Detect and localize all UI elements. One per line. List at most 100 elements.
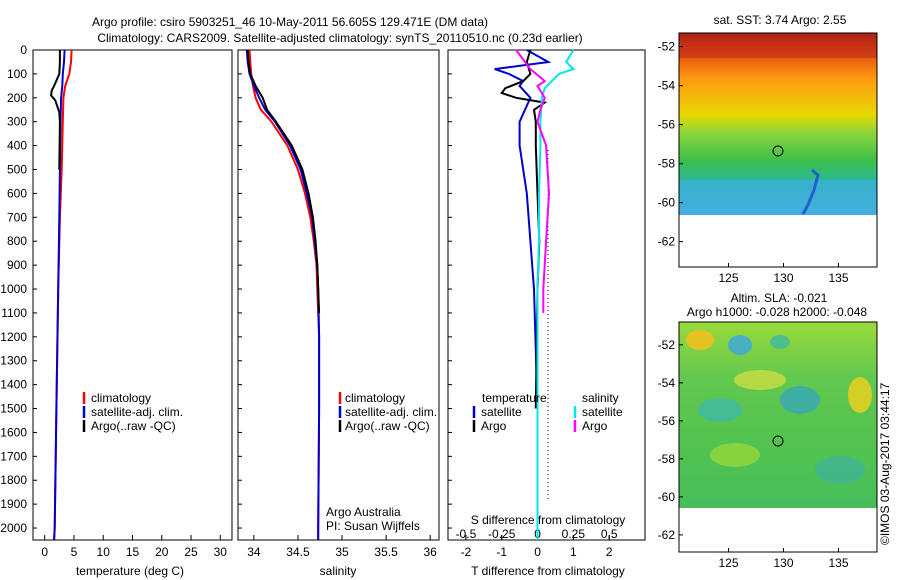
map-lat-label: -60 — [658, 490, 676, 504]
difference-s-x-tick-label: -0.5 — [456, 527, 477, 541]
difference-legend: temperature satellite Argo salinity sate… — [472, 391, 623, 433]
salinity-legend: climatology satellite-adj. clim. Argo(..… — [326, 391, 437, 533]
depth-tick-label: 100 — [7, 67, 27, 81]
difference-t-x-tick-label: 0 — [534, 545, 541, 559]
depth-tick-label: 1500 — [0, 402, 27, 416]
depth-tick-label: 500 — [7, 163, 27, 177]
map-lat-label: -54 — [658, 376, 676, 390]
map-lat-label: -56 — [658, 118, 676, 132]
map-lon-label: 135 — [828, 271, 848, 285]
difference-line-salinity-satellite — [536, 49, 576, 540]
map-lat-label: -58 — [658, 157, 676, 171]
legend-label-climatology: climatology — [345, 391, 405, 405]
depth-tick-label: 700 — [7, 210, 27, 224]
map-lat-label: -62 — [658, 528, 676, 542]
map-lat-label: -52 — [658, 338, 676, 352]
legend-label-s-argo: Argo — [582, 419, 608, 433]
temperature-x-tick-label: 10 — [97, 545, 111, 559]
figure-title-line1: Argo profile: csiro 5903251_46 10-May-20… — [92, 15, 488, 29]
sst-map-frame — [678, 32, 878, 268]
depth-tick-label: 1100 — [1, 306, 27, 320]
credit-pi: PI: Susan Wijffels — [326, 519, 420, 533]
difference-s-x-tick-label: 0.5 — [601, 527, 618, 541]
sst-map-argo-marker — [772, 145, 784, 157]
depth-tick-label: 200 — [7, 91, 27, 105]
legend-label-argo: Argo(..raw -QC) — [91, 419, 176, 433]
salinity-x-tick-label: 36 — [424, 545, 438, 559]
sla-map — [678, 321, 878, 553]
map-lon-label: 130 — [773, 556, 793, 570]
sst-map-warm-band — [679, 33, 877, 58]
salinity-x-tick-label: 35 — [335, 545, 349, 559]
difference-s-x-tick-label: -0.25 — [488, 527, 516, 541]
legend-label-s-satellite: satellite — [582, 405, 623, 419]
sla-map-ticks: -52 -54 -56 -58 -60 -62 125 130 135 — [658, 338, 849, 570]
depth-tick-label: 400 — [7, 139, 27, 153]
difference-xlabel-salinity: S difference from climatology — [471, 513, 626, 527]
depth-tick-label: 1800 — [0, 473, 27, 487]
salinity-line-satellite-adj-clim- — [245, 49, 321, 540]
sst-map — [678, 32, 878, 268]
map-lat-label: -54 — [658, 79, 676, 93]
difference-panel-frame — [447, 49, 646, 541]
sst-map-cold-band — [679, 180, 877, 215]
depth-axis-labels: 0 100 200 300 400 500 600 700 800 900 1000 1100 1200… — [0, 43, 452, 535]
salinity-line-climatology — [248, 49, 321, 540]
difference-t-x-tick-label: -1 — [496, 545, 507, 559]
depth-tick-label: 1700 — [0, 449, 27, 463]
map-lat-label: -60 — [658, 196, 676, 210]
depth-tick-label: 300 — [7, 115, 27, 129]
difference-line-salinity-argo — [515, 49, 551, 313]
figure-title-line2: Climatology: CARS2009. Satellite-adjuste… — [97, 31, 582, 45]
temperature-legend: climatology satellite-adj. clim. Argo(..… — [82, 391, 183, 433]
sla-map-low-patch — [815, 456, 865, 484]
salinity-x-tick-label: 35.5 — [374, 545, 398, 559]
legend-title-salinity: salinity — [582, 391, 619, 405]
temperature-x-tick-label: 0 — [41, 545, 48, 559]
sla-map-high-patch — [710, 443, 760, 467]
sla-map-title-line2: Argo h1000: -0.028 h2000: -0.048 — [687, 305, 867, 319]
sla-map-high-patch — [734, 370, 786, 390]
difference-t-x-tick-label: 1 — [570, 545, 577, 559]
depth-tick-label: 1600 — [0, 425, 27, 439]
temperature-x-tick-label: 25 — [184, 545, 198, 559]
map-lat-label: -58 — [658, 452, 676, 466]
depth-tick-label: 1400 — [0, 378, 27, 392]
legend-label-satellite: satellite-adj. clim. — [345, 405, 437, 419]
legend-label-t-argo: Argo — [481, 419, 507, 433]
salinity-x-tick-label: 34.5 — [286, 545, 310, 559]
legend-title-temperature: temperature — [482, 391, 547, 405]
temperature-x-tick-label: 20 — [155, 545, 169, 559]
difference-xlabel-temperature: T difference from climatology — [471, 564, 625, 578]
difference-t-x-tick-label: 2 — [606, 545, 613, 559]
credit-argo-australia: Argo Australia — [326, 505, 401, 519]
difference-s-x-tick-label: 0.25 — [562, 527, 586, 541]
difference-x-ticks: -2 -1 0 1 2-0.5 -0.25 0 0.25 0.5 — [456, 527, 618, 559]
difference-t-x-tick-label: -2 — [461, 545, 472, 559]
map-lon-label: 135 — [828, 556, 848, 570]
depth-tick-label: 1300 — [0, 354, 27, 368]
sla-map-high-patch — [848, 377, 872, 413]
temperature-xlabel: temperature (deg C) — [76, 564, 184, 578]
temperature-line-climatology — [53, 49, 73, 541]
sla-map-frame — [678, 321, 878, 553]
profile-lines — [50, 49, 576, 541]
map-lat-label: -52 — [658, 40, 676, 54]
sla-map-title-line1: Altim. SLA: -0.021 — [731, 291, 828, 305]
sla-map-low-patch — [770, 335, 790, 349]
temperature-line-argo-raw-qc- — [50, 50, 61, 170]
legend-label-climatology: climatology — [91, 391, 151, 405]
salinity-xlabel: salinity — [320, 564, 357, 578]
sla-map-argo-marker — [772, 435, 784, 447]
depth-tick-label: 2000 — [0, 521, 27, 535]
sla-map-low-patch — [698, 398, 742, 422]
temperature-x-tick-label: 15 — [126, 545, 140, 559]
temperature-x-tick-label: 30 — [214, 545, 228, 559]
salinity-x-ticks: 34 34.5 35 35.5 36 — [247, 535, 437, 559]
sst-map-title: sat. SST: 3.74 Argo: 2.55 — [714, 13, 847, 27]
salinity-line-argo-raw-qc- — [246, 49, 321, 313]
legend-label-t-satellite: satellite — [481, 405, 522, 419]
salinity-x-tick-label: 34 — [247, 545, 261, 559]
depth-tick-label: 1000 — [0, 282, 27, 296]
